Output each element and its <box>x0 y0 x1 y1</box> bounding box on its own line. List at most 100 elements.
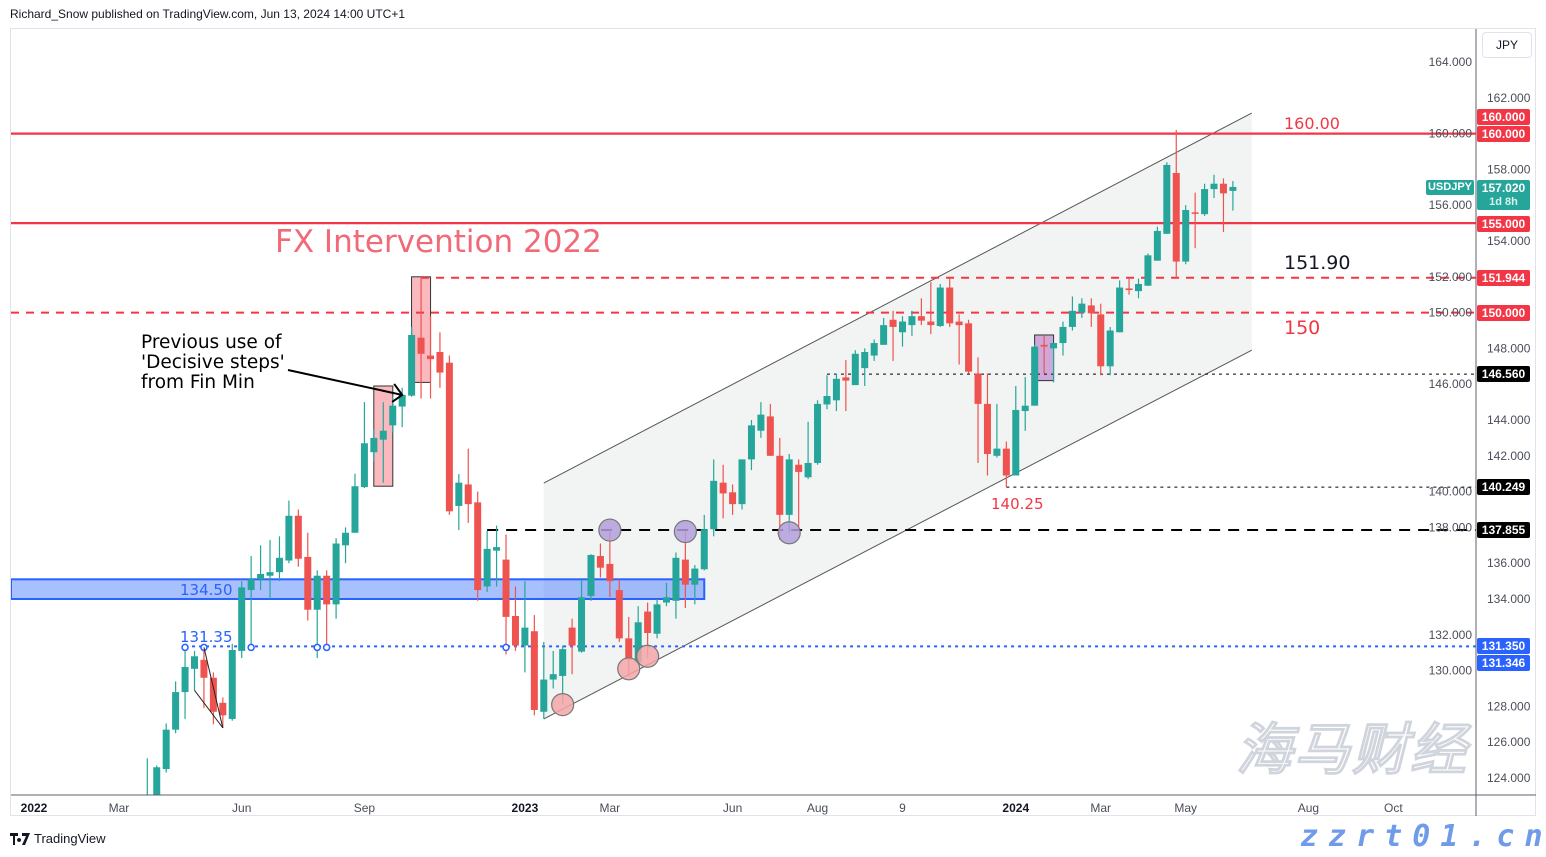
price-tick-label: 164.000 <box>1429 55 1473 69</box>
candle-body <box>804 462 812 478</box>
candle-body <box>228 650 236 719</box>
trend-line[interactable] <box>203 647 224 728</box>
highlight-circle[interactable] <box>636 644 660 668</box>
candle <box>1097 303 1105 376</box>
candle <box>880 317 888 345</box>
tradingview-footer[interactable]: TradingView <box>10 831 106 846</box>
candle <box>285 500 293 564</box>
candle <box>275 536 283 582</box>
price-tick-label: 140.000 <box>1429 485 1473 499</box>
candle <box>238 581 246 659</box>
candle <box>672 552 680 619</box>
candle-body <box>275 557 283 573</box>
highlight-circle[interactable] <box>598 518 622 542</box>
candle <box>1040 335 1048 374</box>
candle <box>445 355 453 515</box>
candle <box>228 643 236 721</box>
candle <box>408 326 416 397</box>
candle-body <box>427 355 434 360</box>
touch-marker <box>247 643 255 652</box>
candle-body <box>408 334 416 396</box>
time-tick-label: Mar <box>109 801 130 815</box>
candle-body <box>747 425 755 460</box>
annotation-arrow[interactable] <box>287 369 403 396</box>
arrow-head-icon <box>391 383 404 403</box>
time-axis[interactable]: 2022 Mar Jun Sep 2023 Mar Jun Aug 9 2024 Mar May Aug… <box>21 801 1404 815</box>
candle-body <box>965 323 973 372</box>
candle-body <box>917 316 925 321</box>
time-tick-label: 2023 <box>512 801 539 815</box>
price-axis[interactable]: 164.000 162.000 160.000 158.000 156.000 154.0… <box>1429 55 1531 785</box>
candle <box>146 758 148 795</box>
candle-body <box>587 554 595 596</box>
candle <box>313 570 321 659</box>
candle <box>474 491 482 601</box>
candle <box>785 454 793 533</box>
candle-body <box>832 378 840 401</box>
candle <box>304 532 312 621</box>
candle-body <box>927 321 935 326</box>
candle <box>814 400 822 465</box>
candle-body <box>1144 255 1152 286</box>
candle <box>889 310 897 361</box>
price-tick-label: 136.000 <box>1487 556 1531 570</box>
candle-body <box>710 480 718 530</box>
touch-marker <box>181 643 189 652</box>
candle-body <box>842 377 850 381</box>
candle-body <box>360 443 368 488</box>
price-tick-label: 150.000 <box>1429 306 1473 320</box>
candle <box>483 530 491 592</box>
candle <box>332 538 340 619</box>
candle-body <box>785 459 793 515</box>
candle <box>832 373 840 412</box>
time-tick-label: 2024 <box>1002 801 1029 815</box>
currency-button[interactable]: JPY <box>1482 32 1532 58</box>
support-zone-134-50[interactable] <box>11 578 706 600</box>
candle <box>1182 205 1190 265</box>
candle <box>1153 226 1161 261</box>
candle-body <box>1219 183 1227 194</box>
candle-body <box>285 515 293 561</box>
highlight-circle[interactable] <box>617 657 641 681</box>
touch-marker <box>322 643 331 652</box>
candle-body <box>625 638 633 660</box>
candle-body <box>332 543 340 605</box>
highlight-circle[interactable] <box>551 693 575 717</box>
highlight-circle[interactable] <box>777 521 801 545</box>
channel-upper-line <box>543 112 1253 484</box>
candle <box>1144 253 1152 286</box>
candle-body <box>899 321 906 333</box>
fin-min-note: Previous use of 'Decisive steps' from Fi… <box>141 333 285 393</box>
candle-body <box>247 579 255 591</box>
candle-body <box>1097 314 1105 367</box>
candle <box>379 402 387 483</box>
candle <box>1125 278 1133 295</box>
candle-body <box>436 351 444 373</box>
candle-body <box>1012 409 1020 476</box>
candle-body <box>219 702 227 716</box>
candle <box>965 319 973 374</box>
candle <box>370 428 378 462</box>
candle-body <box>1191 212 1199 214</box>
candle <box>162 723 170 773</box>
highlight-circle[interactable] <box>673 519 697 544</box>
price-tick-label: 162.000 <box>1487 91 1531 105</box>
candle-body <box>757 414 765 431</box>
candle-body <box>370 437 378 453</box>
tradingview-brand: TradingView <box>34 831 106 846</box>
candle-body <box>568 627 576 646</box>
candle-body <box>644 611 652 634</box>
candle-body <box>313 575 321 610</box>
candle <box>493 525 501 587</box>
price-badge-131-350: 131.350 <box>1477 638 1530 654</box>
trend-line[interactable] <box>194 689 224 729</box>
candle-body <box>1031 346 1039 406</box>
candle <box>842 360 850 412</box>
candle <box>955 314 963 365</box>
candle-body <box>474 502 482 591</box>
candle <box>342 527 350 564</box>
level-label-140-25: 140.25 <box>991 495 1044 513</box>
candle-body <box>889 319 897 327</box>
candle-body <box>323 575 331 605</box>
